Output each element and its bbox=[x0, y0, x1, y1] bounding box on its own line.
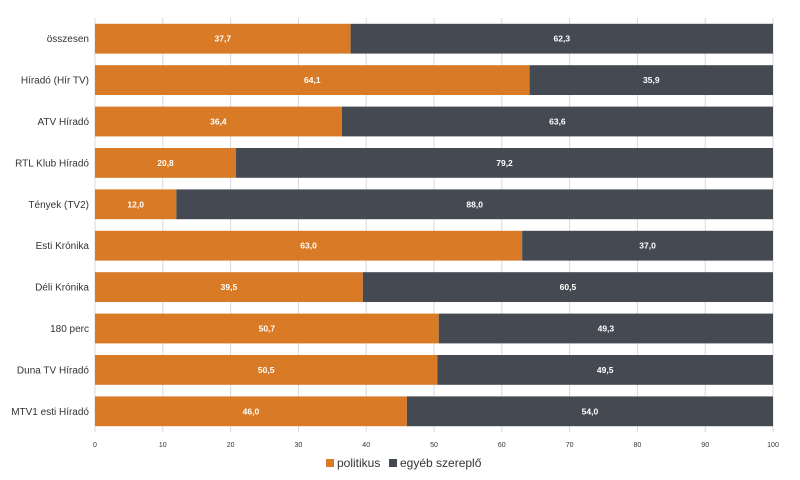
x-tick-label: 100 bbox=[767, 442, 779, 449]
x-tick-label: 90 bbox=[701, 442, 709, 449]
category-label: Duna TV Híradó bbox=[17, 365, 90, 376]
category-label: MTV1 esti Híradó bbox=[11, 407, 89, 418]
data-label: 50,5 bbox=[258, 365, 275, 375]
data-label: 35,9 bbox=[643, 75, 660, 85]
legend-label-politikus: politikus bbox=[337, 456, 380, 470]
legend-swatch-politikus bbox=[326, 459, 334, 467]
x-tick-label: 50 bbox=[430, 442, 438, 449]
category-label: Déli Krónika bbox=[35, 283, 89, 294]
legend-label-egyeb-szereplo: egyéb szereplő bbox=[400, 456, 482, 470]
legend-swatch-egyeb-szereplo bbox=[389, 459, 397, 467]
bar-segment bbox=[406, 396, 773, 427]
bars: 37,7 62,3 64,1 35,9 36,4 63,6 20,8 79,2 12,0 88,0… bbox=[95, 23, 774, 427]
bar-segment bbox=[95, 65, 530, 96]
data-label: 60,5 bbox=[560, 282, 577, 292]
category-label: RTL Klub Híradó bbox=[15, 158, 89, 169]
bar-segment bbox=[95, 189, 177, 220]
bar-segment bbox=[236, 147, 774, 178]
data-label: 46,0 bbox=[243, 406, 260, 416]
bar-segment bbox=[95, 147, 237, 178]
legend: politikus egyéb szereplő bbox=[326, 456, 482, 470]
bar-segment bbox=[95, 106, 342, 137]
data-label: 39,5 bbox=[221, 282, 238, 292]
bar-segment bbox=[522, 230, 773, 261]
bar-segment bbox=[438, 313, 773, 344]
bar-segment bbox=[437, 354, 773, 385]
x-tick-label: 20 bbox=[227, 442, 235, 449]
bar-segment bbox=[95, 230, 523, 261]
x-axis-tick-labels: 0 10 20 30 40 50 60 70 80 90 100 bbox=[93, 442, 779, 449]
category-label: Híradó (Hír TV) bbox=[21, 76, 89, 87]
bar-segment bbox=[95, 313, 439, 344]
x-tick-label: 0 bbox=[93, 442, 97, 449]
bar-segment bbox=[95, 272, 363, 303]
data-label: 63,0 bbox=[300, 241, 317, 251]
bar-segment bbox=[341, 106, 773, 137]
data-label: 62,3 bbox=[554, 34, 571, 44]
bar-segment bbox=[176, 189, 774, 220]
category-labels: összesen Híradó (Hír TV) ATV Híradó RTL Klu… bbox=[11, 34, 89, 418]
data-label: 88,0 bbox=[466, 199, 483, 209]
bar-segment bbox=[95, 23, 351, 54]
category-label: Esti Krónika bbox=[36, 241, 90, 252]
data-label: 49,3 bbox=[598, 324, 615, 334]
bar-segment bbox=[95, 354, 438, 385]
data-label: 12,0 bbox=[127, 199, 144, 209]
category-label: összesen bbox=[47, 34, 89, 45]
category-label: Tények (TV2) bbox=[28, 200, 89, 211]
data-label: 50,7 bbox=[259, 324, 276, 334]
data-label: 20,8 bbox=[157, 158, 174, 168]
bar-segment bbox=[529, 65, 773, 96]
x-tick-label: 60 bbox=[498, 442, 506, 449]
x-tick-label: 10 bbox=[159, 442, 167, 449]
bar-segment bbox=[95, 396, 407, 427]
x-tick-label: 70 bbox=[566, 442, 574, 449]
data-label: 36,4 bbox=[210, 117, 227, 127]
data-label: 37,0 bbox=[639, 241, 656, 251]
data-label: 63,6 bbox=[549, 117, 566, 127]
bar-segment bbox=[362, 272, 773, 303]
category-label: 180 perc bbox=[50, 324, 89, 335]
data-label: 54,0 bbox=[582, 406, 599, 416]
x-tick-label: 30 bbox=[295, 442, 303, 449]
data-label: 37,7 bbox=[215, 34, 232, 44]
category-label: ATV Híradó bbox=[38, 117, 90, 128]
bar-segment bbox=[350, 23, 773, 54]
data-label: 49,5 bbox=[597, 365, 614, 375]
data-label: 79,2 bbox=[496, 158, 513, 168]
x-tick-label: 40 bbox=[362, 442, 370, 449]
x-tick-label: 80 bbox=[634, 442, 642, 449]
data-label: 64,1 bbox=[304, 75, 321, 85]
